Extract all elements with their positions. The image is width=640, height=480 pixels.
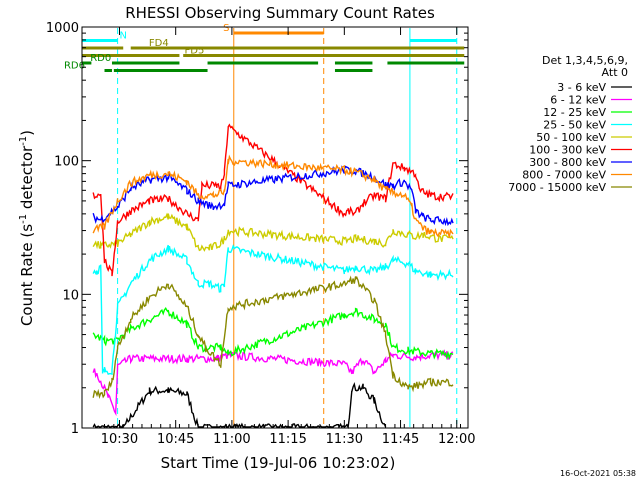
series-12-25-kev [92,307,454,361]
x-axis-ticks: 10:30 10:45 11:00 11:15 11:30 11:45 12:00 [101,27,475,447]
legend-header-line-1: Det 1,3,4,5,6,9, [542,54,628,67]
y-axis-label-sup2: -1 [18,136,29,146]
legend-label-7000-15000-kev: 7000 - 15000 keV [508,181,606,194]
y-axis-label: Count Rate (s-1 detector-1) [18,130,36,326]
timestamp: 16-Oct-2021 05:38 [560,469,636,478]
x-tick-label-1030: 10:30 [101,432,138,447]
y-axis-label-main: Count Rate (s [18,224,36,326]
flag-label-s: S [223,23,229,34]
legend-label-50-100-kev: 50 - 100 keV [536,131,606,144]
y-axis-label-sup1: -1 [18,214,29,224]
x-tick-label-1145: 11:45 [382,432,419,447]
legend-label-12-25-kev: 12 - 25 keV [543,106,606,119]
flag-label-rd6: RD6 [64,61,85,72]
legend-label-300-800-kev: 300 - 800 keV [529,156,606,169]
series-300-800-kev [92,165,454,227]
legend-label-3-6-kev: 3 - 6 keV [557,81,606,94]
x-axis-label: Start Time (19-Jul-06 10:23:02) [161,454,396,472]
legend-header-line-2: Att 0 [602,66,628,79]
legend-label-100-300-kev: 100 - 300 keV [529,144,606,157]
flag-label-fd5: FD5 [185,46,205,57]
y-axis-ticks: 1 10 100 1000 [46,21,468,437]
plot-content: S N FD4 FD5 RD0 RD6 [64,23,465,430]
x-tick-label-1115: 11:15 [269,432,306,447]
x-tick-label-1045: 10:45 [157,432,194,447]
chart-title: RHESSI Observing Summary Count Rates [125,4,435,22]
y-tick-label-10: 10 [62,288,79,303]
x-tick-label-1200: 12:00 [438,432,475,447]
series-800-7000-kev [92,154,454,238]
series-6-12-kev [92,349,454,417]
flag-label-rd0: RD0 [90,53,111,64]
y-axis-label-mid: detector [18,145,36,214]
flag-label-fd4: FD4 [149,38,169,49]
x-tick-label-1100: 11:00 [213,432,250,447]
y-tick-label-1: 1 [71,422,79,437]
plot-frame [81,26,469,429]
legend-label-25-50-kev: 25 - 50 keV [543,119,606,132]
legend-label-6-12-kev: 6 - 12 keV [550,94,606,107]
series-7000-15000-kev [92,275,454,400]
y-tick-label-100: 100 [54,155,79,170]
y-axis-label-end: ) [18,130,36,136]
y-tick-label-1000: 1000 [46,21,79,36]
series-50-100-kev [92,212,454,252]
series-25-50-kev [92,244,454,376]
legend-label-800-7000-kev: 800 - 7000 keV [522,169,606,182]
flag-label-n: N [119,31,126,42]
x-tick-label-1130: 11:30 [326,432,363,447]
